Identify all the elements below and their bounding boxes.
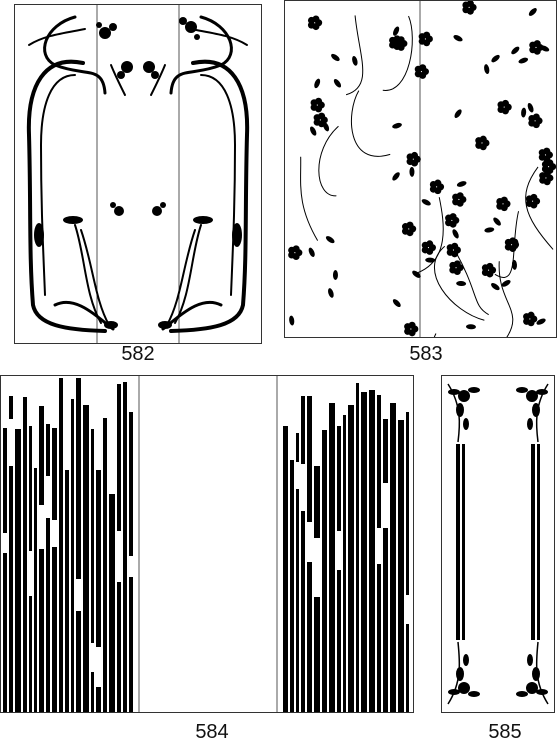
design-584-label: 584 — [195, 721, 229, 743]
design-582-art-nouveau-frame — [26, 5, 250, 343]
design-582-panel[interactable] — [14, 4, 262, 344]
design-582-label: 582 — [121, 343, 155, 365]
design-585-label: 585 — [488, 721, 522, 743]
design-585-panel[interactable] — [441, 375, 555, 713]
design-585-corner-floral — [447, 383, 549, 705]
design-584-stripe-pattern — [3, 376, 409, 712]
design-583-label: 583 — [409, 343, 443, 365]
design-583-panel[interactable] — [284, 0, 557, 338]
design-584-panel[interactable] — [0, 375, 414, 713]
design-583-floral-pattern — [288, 1, 556, 337]
